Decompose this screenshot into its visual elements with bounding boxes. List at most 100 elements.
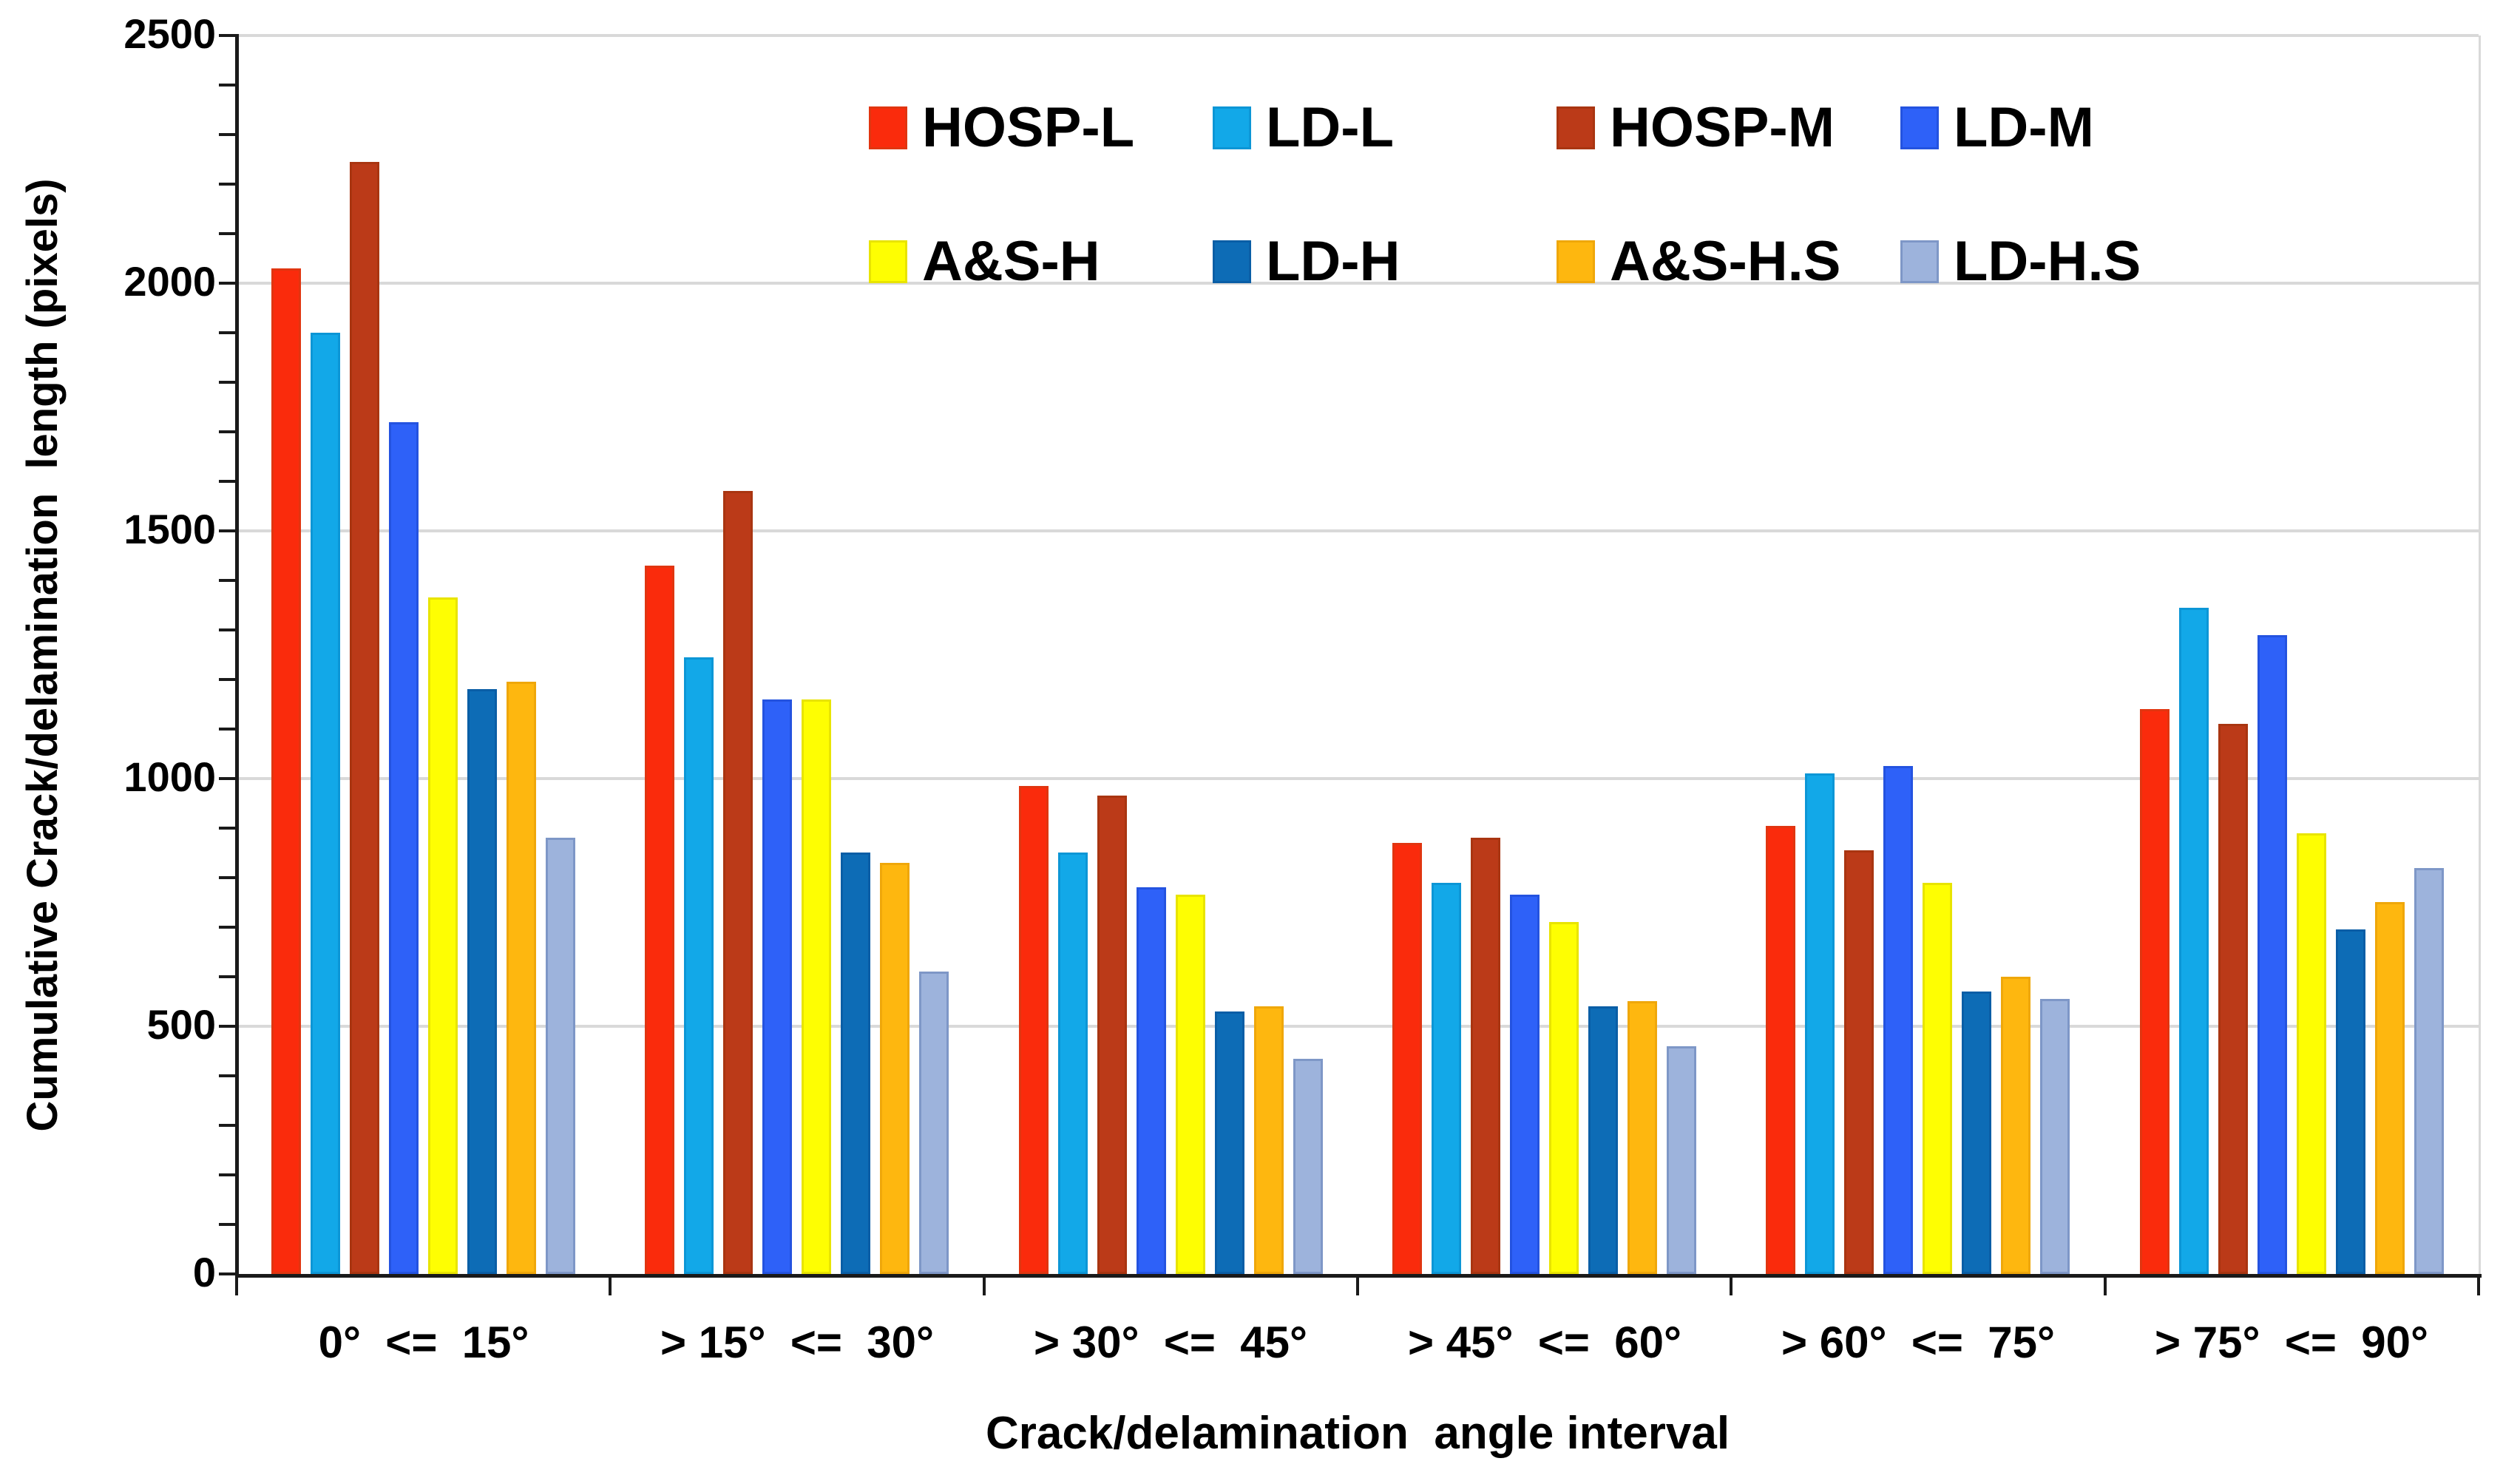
bar-a-s-h: [1549, 922, 1579, 1274]
y-tick-label: 2000: [123, 257, 216, 305]
x-axis-tick: [235, 1278, 238, 1295]
x-tick-label: > 75° <= 90°: [2155, 1318, 2428, 1367]
bar-ld-h-s: [2414, 868, 2444, 1274]
bar-a-s-h-s: [880, 863, 910, 1274]
x-tick-label: 0° <= 15°: [318, 1318, 529, 1367]
y-tick-label: 0: [192, 1248, 216, 1295]
bar-ld-l: [2179, 608, 2209, 1274]
legend-item-ld-l: LD-L: [1213, 100, 1394, 156]
bar-ld-l: [684, 657, 714, 1274]
legend-item-ld-m: LD-M: [1900, 100, 2094, 156]
bar-a-s-h-s: [2375, 902, 2405, 1274]
legend-swatch-a-s-h: [869, 240, 907, 283]
bar-hosp-l: [645, 566, 674, 1274]
y-tick-label: 2500: [123, 10, 216, 57]
bar-ld-l: [1058, 853, 1088, 1274]
y-axis-minor-tick: [219, 430, 237, 433]
bar-ld-m: [389, 422, 419, 1274]
y-axis-minor-tick: [219, 876, 237, 879]
y-axis-minor-tick: [219, 133, 237, 136]
gridline-2500: [237, 34, 2479, 37]
y-axis-minor-tick: [219, 628, 237, 631]
bar-ld-h-s: [2040, 999, 2070, 1274]
y-axis-minor-tick: [219, 34, 237, 37]
bar-ld-h-s: [1293, 1059, 1323, 1274]
y-axis-minor-tick: [219, 183, 237, 186]
bar-hosp-m: [723, 491, 753, 1274]
y-axis-minor-tick: [219, 331, 237, 334]
y-axis-minor-tick: [219, 1025, 237, 1028]
legend-swatch-ld-m: [1900, 106, 1939, 149]
bar-hosp-m: [1471, 838, 1500, 1274]
bar-ld-m: [1883, 766, 1913, 1274]
y-tick-label: 1000: [123, 753, 216, 800]
gridline-1500: [237, 529, 2479, 532]
bar-ld-h: [841, 853, 870, 1274]
bar-a-s-h-s: [1628, 1001, 1657, 1274]
bar-ld-l: [311, 333, 340, 1274]
bar-a-s-h-s: [507, 682, 536, 1274]
y-tick-label: 1500: [123, 505, 216, 552]
y-axis-minor-tick: [219, 1272, 237, 1275]
y-axis-line: [235, 34, 239, 1277]
x-tick-label: > 30° <= 45°: [1034, 1318, 1307, 1367]
bar-ld-h-s: [546, 838, 575, 1274]
legend-swatch-hosp-m: [1557, 106, 1595, 149]
gridline-2000: [237, 282, 2479, 285]
legend-label: A&S-H.S: [1610, 230, 1841, 293]
bar-a-s-h: [1923, 883, 1952, 1274]
x-axis-tick: [2103, 1278, 2107, 1295]
gridline-1000: [237, 777, 2479, 780]
y-axis-minor-tick: [219, 579, 237, 582]
bar-ld-h: [1215, 1011, 1244, 1274]
bar-a-s-h: [802, 699, 831, 1274]
legend-label: LD-H.S: [1954, 230, 2141, 293]
y-axis-minor-tick: [219, 777, 237, 780]
legend-swatch-hosp-l: [869, 106, 907, 149]
y-axis-minor-tick: [219, 827, 237, 830]
bar-a-s-h: [2297, 833, 2326, 1274]
legend-item-a-s-h-s: A&S-H.S: [1557, 234, 1840, 290]
bar-hosp-l: [271, 268, 301, 1274]
y-axis-minor-tick: [219, 282, 237, 285]
legend-label: HOSP-M: [1610, 96, 1835, 159]
legend-swatch-a-s-h-s: [1557, 240, 1595, 283]
gridline-500: [237, 1025, 2479, 1028]
bar-ld-m: [2258, 635, 2287, 1274]
y-axis-minor-tick: [219, 480, 237, 483]
bar-hosp-l: [1019, 786, 1049, 1274]
legend-item-hosp-l: HOSP-L: [869, 100, 1134, 156]
legend-label: LD-M: [1954, 96, 2094, 159]
bar-a-s-h: [1176, 895, 1205, 1274]
y-axis-minor-tick: [219, 1173, 237, 1176]
bar-hosp-l: [2140, 709, 2170, 1274]
x-tick-label: > 60° <= 75°: [1781, 1318, 2055, 1367]
legend-item-ld-h: LD-H: [1213, 234, 1400, 290]
bar-ld-l: [1805, 773, 1835, 1274]
x-axis-tick: [2477, 1278, 2480, 1295]
y-axis-minor-tick: [219, 1124, 237, 1127]
y-axis-minor-tick: [219, 1223, 237, 1226]
bar-hosp-m: [1844, 850, 1874, 1274]
x-tick-label: > 45° <= 60°: [1408, 1318, 1681, 1367]
bar-ld-h-s: [1667, 1046, 1696, 1274]
y-tick-label: 500: [146, 1000, 216, 1048]
y-axis-minor-tick: [219, 381, 237, 384]
plot-right-border: [2479, 35, 2481, 1274]
y-axis-minor-tick: [219, 232, 237, 235]
bar-a-s-h-s: [2001, 977, 2030, 1274]
y-axis-minor-tick: [219, 84, 237, 87]
bar-ld-l: [1432, 883, 1461, 1274]
y-axis-minor-tick: [219, 728, 237, 731]
y-axis-minor-tick: [219, 926, 237, 929]
bar-ld-m: [1510, 895, 1540, 1274]
bar-hosp-m: [2218, 724, 2248, 1274]
legend-label: LD-L: [1266, 96, 1395, 159]
legend-label: LD-H: [1266, 230, 1400, 293]
bar-ld-h: [1588, 1006, 1618, 1274]
x-axis-tick: [1730, 1278, 1733, 1295]
y-axis-title: Cumulative Crack/delamination length (pi…: [18, 178, 67, 1132]
x-tick-label: > 15° <= 30°: [660, 1318, 934, 1367]
bar-ld-m: [762, 699, 792, 1274]
